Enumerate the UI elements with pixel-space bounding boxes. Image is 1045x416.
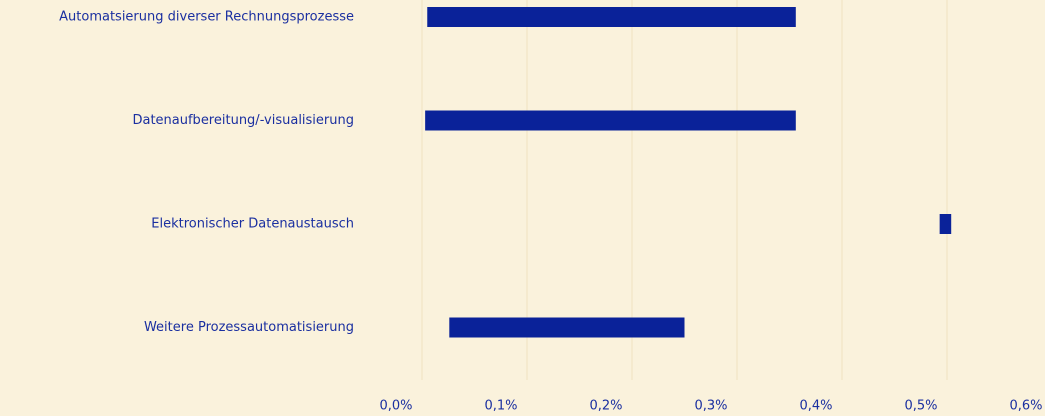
x-tick-label: 0,2% bbox=[589, 399, 622, 414]
bar bbox=[939, 214, 952, 234]
y-tick-label: Weitere Prozessautomatisierung bbox=[144, 320, 354, 335]
bar bbox=[427, 7, 796, 27]
x-tick-label: 0,4% bbox=[799, 399, 832, 414]
x-tick-label: 0,3% bbox=[694, 399, 727, 414]
y-tick-label: Automatsierung diverser Rechnungsprozess… bbox=[59, 10, 354, 25]
x-tick-label: 0,6% bbox=[1009, 399, 1042, 414]
x-tick-label: 0,0% bbox=[379, 399, 412, 414]
y-tick-label: Datenaufbereitung/-visualisierung bbox=[132, 113, 354, 128]
y-tick-label: Elektronischer Datenaustausch bbox=[151, 217, 354, 232]
bar bbox=[425, 110, 796, 131]
x-tick-label: 0,5% bbox=[904, 399, 937, 414]
x-tick-label: 0,1% bbox=[484, 399, 517, 414]
bar bbox=[449, 317, 685, 338]
